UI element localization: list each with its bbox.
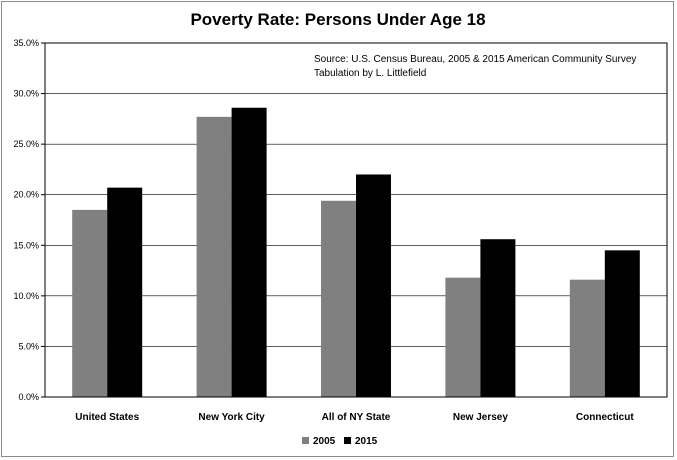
plot-area-border: [44, 42, 668, 398]
legend-label-2005: 2005: [313, 436, 336, 447]
y-tick-label: 35.0%: [13, 38, 39, 48]
x-axis-labels: United States New York City All of NY Stat…: [75, 412, 634, 423]
bar-2015-all-of-ny-state: [356, 174, 391, 397]
gridlines: [45, 93, 667, 347]
bar-2015-new-york-city: [231, 107, 267, 397]
source-note: Source: U.S. Census Bureau, 2005 & 2015 …: [314, 54, 636, 65]
x-category-label: New Jersey: [453, 412, 508, 423]
bar-2015-united-states: [107, 187, 143, 397]
y-tick-label: 20.0%: [13, 190, 39, 200]
tabulation-note: Tabulation by L. Littlefield: [314, 68, 426, 79]
y-tick-label: 30.0%: [13, 89, 39, 99]
bar-2005-connecticut: [569, 279, 605, 397]
legend-swatch-2005: [302, 437, 309, 444]
y-axis-ticks: 0.0% 5.0% 10.0% 15.0% 20.0% 25.0% 30.0% 35.0%: [13, 38, 45, 402]
bar-2005-united-states: [72, 209, 108, 397]
y-tick-label: 15.0%: [13, 240, 39, 250]
bar-2005-all-of-ny-state: [321, 200, 356, 397]
y-tick-label: 0.0%: [18, 392, 39, 402]
x-category-label: Connecticut: [576, 412, 634, 423]
y-tick-label: 5.0%: [18, 341, 39, 351]
y-tick-label: 10.0%: [13, 291, 39, 301]
legend-swatch-2015: [344, 437, 351, 444]
chart-title: Poverty Rate: Persons Under Age 18: [190, 10, 485, 29]
bar-2005-new-york-city: [196, 116, 232, 397]
legend: 2005 2015: [302, 436, 378, 447]
legend-label-2015: 2015: [355, 436, 378, 447]
x-category-label: New York City: [198, 412, 265, 423]
y-tick-label: 25.0%: [13, 139, 39, 149]
x-category-label: All of NY State: [322, 412, 391, 423]
bar-2005-new-jersey: [445, 277, 481, 397]
bar-2015-new-jersey: [480, 239, 516, 397]
bar-2015-connecticut: [604, 250, 640, 397]
x-category-label: United States: [75, 412, 139, 423]
bars: [72, 107, 640, 397]
